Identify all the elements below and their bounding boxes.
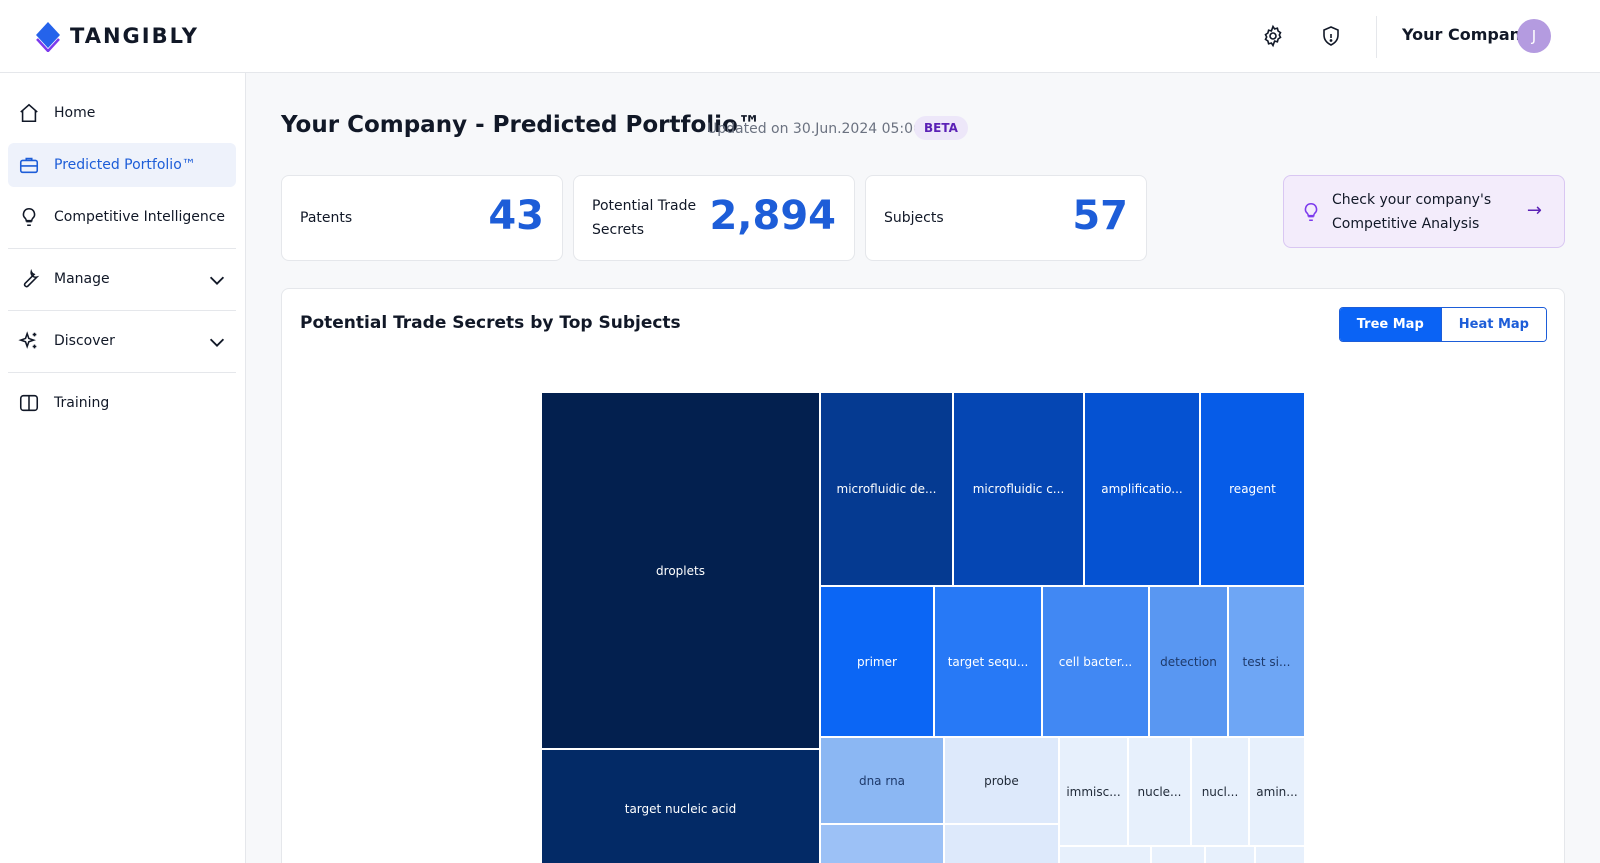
treemap-tile-unlabeled[interactable] [944, 824, 1059, 863]
treemap: droplets target nucleic acid microfluidic … [541, 392, 1305, 863]
treemap-tile-label: nucl... [1201, 784, 1239, 799]
stat-value: 57 [1072, 193, 1128, 239]
treemap-tile[interactable]: detection [1149, 586, 1228, 737]
treemap-tile[interactable]: target nucleic acid [541, 749, 820, 863]
sidebar-divider [8, 248, 236, 249]
logo-text: TANGIBLY [70, 24, 199, 48]
gear-icon[interactable] [1261, 24, 1285, 48]
treemap-tile-unlabeled[interactable] [1255, 846, 1305, 863]
updated-timestamp: Updated on 30.Jun.2024 05:06 [707, 121, 922, 137]
treemap-tile-label: nucle... [1137, 784, 1182, 799]
stat-label: Subjects [884, 210, 944, 226]
sidebar-item-home[interactable]: Home [8, 91, 236, 135]
treemap-tile-label: test si... [1242, 654, 1291, 669]
header-divider [1376, 16, 1377, 58]
treemap-tile-label: droplets [656, 563, 705, 578]
top-bar: TANGIBLY Your Company J [0, 0, 1600, 73]
treemap-tile-label: target nucleic acid [624, 802, 737, 816]
sidebar-item-label: Discover [54, 333, 115, 349]
logo-icon [36, 22, 60, 52]
stat-value: 43 [488, 193, 544, 239]
book-icon [19, 394, 39, 412]
arrow-right-icon: → [1526, 200, 1542, 221]
lightbulb-icon [1304, 202, 1318, 222]
treemap-tile[interactable]: droplets [541, 392, 820, 749]
sidebar-item-label: Manage [54, 271, 110, 287]
treemap-tile[interactable]: probe [944, 737, 1059, 824]
stat-label: Patents [300, 210, 353, 226]
treemap-tile-unlabeled[interactable] [1205, 846, 1255, 863]
sparkles-icon [18, 331, 37, 349]
stat-card-trade-secrets[interactable]: Potential Trade Secrets 2,894 [573, 175, 855, 261]
lightbulb-icon [22, 207, 36, 227]
treemap-tile-label: primer [857, 654, 897, 669]
shield-icon[interactable] [1319, 24, 1343, 48]
tree-map-button[interactable]: Tree Map [1339, 308, 1441, 341]
chevron-down-icon[interactable] [206, 269, 228, 291]
sidebar-item-label: Predicted Portfolio™ [54, 157, 196, 173]
sidebar-divider [8, 310, 236, 311]
treemap-tile-label: dna rna [858, 773, 906, 788]
competitive-analysis-text: Check your company's Competitive Analysi… [1332, 192, 1492, 232]
treemap-tile[interactable]: microfluidic de... [820, 392, 953, 586]
home-icon [20, 103, 38, 123]
avatar[interactable]: J [1517, 19, 1551, 53]
panel-title: Potential Trade Secrets by Top Subjects [300, 313, 681, 333]
sidebar-item-label: Training [54, 395, 110, 411]
chevron-down-icon[interactable] [206, 331, 228, 353]
briefcase-icon [19, 157, 39, 174]
sidebar-item-label: Home [54, 105, 96, 121]
treemap-tile-unlabeled[interactable] [820, 824, 944, 863]
treemap-tile-label: microfluidic de... [836, 482, 937, 496]
treemap-tile-label: amin... [1256, 784, 1298, 799]
treemap-tile-label: target sequ... [947, 654, 1029, 669]
stat-card-subjects[interactable]: Subjects 57 [865, 175, 1147, 261]
treemap-tile-label: microfluidic c... [972, 482, 1065, 496]
page-title: Your Company - Predicted Portfolio™ [281, 112, 761, 138]
logo[interactable]: TANGIBLY [34, 20, 199, 52]
treemap-tile[interactable]: amin... [1249, 737, 1305, 846]
treemap-tile-label: cell bacter... [1058, 654, 1133, 669]
treemap-tile[interactable]: target sequ... [934, 586, 1042, 737]
treemap-tile[interactable]: reagent [1200, 392, 1305, 586]
treemap-tile[interactable]: microfluidic c... [953, 392, 1084, 586]
view-toggle: Tree Map Heat Map [1338, 307, 1547, 342]
treemap-tile[interactable]: nucl... [1191, 737, 1249, 846]
sidebar: Home Predicted Portfolio™ Competitive In… [0, 73, 246, 863]
sidebar-item-manage[interactable]: Manage [8, 257, 236, 301]
sidebar-item-training[interactable]: Training [8, 381, 236, 425]
sidebar-item-discover[interactable]: Discover [8, 319, 236, 363]
competitive-analysis-card[interactable]: Check your company's Competitive Analysi… [1283, 175, 1565, 248]
treemap-tile-unlabeled[interactable] [1151, 846, 1205, 863]
sidebar-item-predicted-portfolio[interactable]: Predicted Portfolio™ [8, 143, 236, 187]
treemap-tile[interactable]: immisc... [1059, 737, 1128, 846]
sidebar-item-competitive-intelligence[interactable]: Competitive Intelligence [8, 195, 236, 239]
treemap-tile[interactable]: nucle... [1128, 737, 1191, 846]
treemap-tile[interactable]: dna rna [820, 737, 944, 824]
treemap-tile[interactable]: cell bacter... [1042, 586, 1149, 737]
stat-label: Potential Trade Secrets [592, 198, 697, 238]
treemap-tile[interactable]: amplificatio... [1084, 392, 1200, 586]
sidebar-divider [8, 372, 236, 373]
treemap-tile-label: immisc... [1066, 784, 1121, 799]
treemap-tile-label: probe [984, 773, 1019, 788]
heat-map-button[interactable]: Heat Map [1440, 308, 1546, 341]
stat-card-patents[interactable]: Patents 43 [281, 175, 563, 261]
treemap-tile-label: detection [1160, 654, 1217, 669]
company-name[interactable]: Your Company [1402, 25, 1532, 44]
treemap-tile-label: reagent [1229, 482, 1276, 496]
beta-badge: BETA [914, 116, 968, 140]
stat-value: 2,894 [709, 193, 836, 239]
treemap-tile[interactable]: primer [820, 586, 934, 737]
treemap-tile-unlabeled[interactable] [1059, 846, 1151, 863]
sidebar-item-label: Competitive Intelligence [54, 209, 226, 225]
wrench-icon [23, 268, 40, 288]
treemap-tile[interactable]: test si... [1228, 586, 1305, 737]
treemap-tile-label: amplificatio... [1101, 482, 1183, 496]
